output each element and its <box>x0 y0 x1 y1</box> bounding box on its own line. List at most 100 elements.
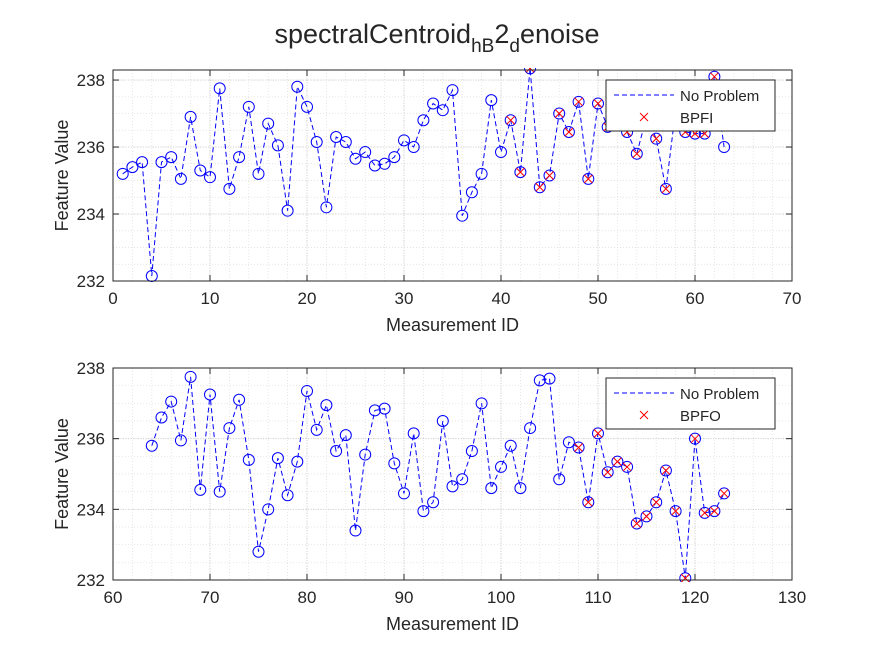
data-point-no-problem <box>233 393 246 406</box>
data-point-no-problem <box>252 167 265 180</box>
axes-box <box>112 367 793 581</box>
plot-area <box>145 370 731 582</box>
data-point-no-problem <box>378 402 391 415</box>
data-point-no-problem <box>475 167 488 180</box>
data-point-bpfi <box>661 184 671 194</box>
x-tick-label: 60 <box>686 289 705 308</box>
figure-title: spectralCentroidhB2denoise <box>274 19 599 57</box>
x-tick-label: 30 <box>395 289 414 308</box>
data-point-no-problem <box>650 132 663 145</box>
data-point-no-problem <box>669 505 682 518</box>
data-point-no-problem <box>301 384 313 397</box>
data-point-no-problem <box>698 506 711 519</box>
data-point-no-problem <box>378 157 391 170</box>
legend: No Problem BPFO <box>605 377 776 430</box>
legend-box <box>605 377 776 430</box>
y-tick-label: 236 <box>77 138 105 157</box>
data-point-no-problem <box>271 452 284 465</box>
data-point-no-problem <box>165 395 178 408</box>
data-point-bpfo <box>603 467 613 477</box>
x-tick-label: 110 <box>584 588 611 607</box>
data-point-no-problem <box>456 473 469 486</box>
data-point-no-problem <box>504 114 517 127</box>
legend: No Problem BPFI <box>605 79 776 132</box>
data-point-no-problem <box>718 487 731 500</box>
data-point-no-problem <box>485 482 498 495</box>
data-point-no-problem <box>388 151 401 164</box>
legend-marker-bpfi <box>639 112 649 122</box>
x-tick-label: 100 <box>487 588 515 607</box>
data-point-no-problem <box>718 141 731 154</box>
x-tick-label: 10 <box>201 289 220 308</box>
legend-label-bpfo: BPFO <box>680 408 721 425</box>
data-point-no-problem <box>174 172 187 185</box>
x-tick-label: 70 <box>201 588 220 607</box>
data-point-no-problem <box>562 436 575 449</box>
data-point-no-problem <box>281 204 294 217</box>
data-point-no-problem <box>465 445 478 458</box>
data-point-no-problem <box>262 503 275 516</box>
data-point-bpfo <box>680 573 690 582</box>
data-point-no-problem <box>524 422 537 435</box>
data-point-no-problem <box>204 171 216 184</box>
data-point-no-problem <box>446 480 459 493</box>
data-point-no-problem <box>630 147 643 160</box>
data-point-bpfo <box>651 497 661 507</box>
data-point-no-problem <box>495 146 507 159</box>
data-point-no-problem <box>194 483 207 496</box>
data-point-no-problem <box>262 117 275 130</box>
data-point-no-problem <box>252 545 265 558</box>
series-line-no-problem <box>151 376 725 579</box>
data-point-no-problem <box>320 399 333 412</box>
data-point-no-problem <box>582 172 595 185</box>
y-tick-label: 238 <box>77 359 105 378</box>
data-point-no-problem <box>126 161 139 174</box>
data-point-no-problem <box>213 82 226 95</box>
data-point-no-problem <box>339 136 352 149</box>
data-point-bpfo <box>719 489 729 498</box>
data-point-bpfi <box>583 174 593 184</box>
data-point-no-problem <box>174 434 187 447</box>
data-point-no-problem <box>495 460 507 473</box>
data-point-no-problem <box>349 524 362 537</box>
data-point-bpfi <box>535 182 545 192</box>
x-tick-label: 70 <box>783 289 802 308</box>
data-point-no-problem <box>407 427 420 440</box>
data-point-no-problem <box>330 445 343 458</box>
data-point-no-problem <box>204 388 216 401</box>
data-point-no-problem <box>572 441 585 454</box>
x-tick-label: 0 <box>108 289 117 308</box>
data-point-no-problem <box>339 429 352 442</box>
data-point-no-problem <box>359 448 372 461</box>
data-point-no-problem <box>407 141 420 154</box>
data-point-bpfi <box>545 171 554 180</box>
data-point-no-problem <box>398 134 410 147</box>
data-point-no-problem <box>592 97 604 110</box>
x-tick-label: 20 <box>298 289 317 308</box>
data-point-no-problem <box>553 107 566 120</box>
data-point-no-problem <box>223 182 236 195</box>
data-point-no-problem <box>233 151 246 164</box>
data-point-bpfo <box>700 508 710 518</box>
data-point-no-problem <box>155 411 168 424</box>
data-point-bpfo <box>593 429 603 438</box>
axes-box <box>112 69 793 282</box>
data-point-no-problem <box>572 95 585 108</box>
data-point-bpfo <box>583 497 593 507</box>
data-point-bpfi <box>506 115 516 125</box>
data-point-no-problem <box>145 439 158 452</box>
data-point-no-problem <box>562 125 575 138</box>
data-point-no-problem <box>533 374 546 387</box>
data-point-bpfi <box>564 127 574 137</box>
data-point-no-problem <box>582 496 595 509</box>
data-point-no-problem <box>436 415 449 427</box>
data-point-no-problem <box>291 80 304 93</box>
data-point-no-problem <box>368 159 381 172</box>
data-point-no-problem <box>281 489 294 502</box>
y-tick-label: 232 <box>77 571 105 590</box>
axes-bottom: 60 70 80 90 100 110 120 130 232 234 236 238 Measurem… <box>52 359 806 634</box>
data-point-bpfi <box>651 134 661 144</box>
data-point-no-problem <box>659 182 672 195</box>
data-point-no-problem <box>155 156 168 169</box>
